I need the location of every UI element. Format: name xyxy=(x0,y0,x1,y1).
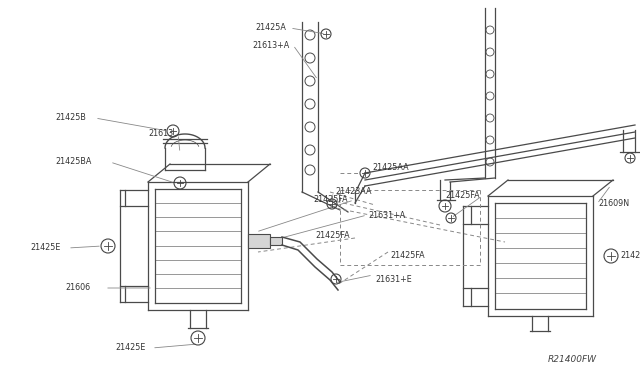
Text: 21425BA: 21425BA xyxy=(55,157,92,167)
Text: 21631+E: 21631+E xyxy=(375,276,412,285)
Text: 21425FA: 21425FA xyxy=(390,250,424,260)
Text: 21613: 21613 xyxy=(148,129,173,138)
Bar xyxy=(270,237,282,245)
Text: 21631+A: 21631+A xyxy=(368,211,405,219)
Text: 21425A: 21425A xyxy=(255,23,286,32)
Text: 21425FA: 21425FA xyxy=(445,192,479,201)
Bar xyxy=(248,234,270,248)
Text: 21425AA: 21425AA xyxy=(372,164,408,173)
Text: 21425FA: 21425FA xyxy=(315,231,349,240)
Text: 21425E: 21425E xyxy=(115,343,145,353)
Text: 21609N: 21609N xyxy=(598,199,629,208)
Text: R21400FW: R21400FW xyxy=(548,356,597,365)
Text: 21425B: 21425B xyxy=(55,113,86,122)
Text: 21606: 21606 xyxy=(65,283,90,292)
Text: 21613+A: 21613+A xyxy=(252,41,289,49)
Text: 21425FA: 21425FA xyxy=(313,196,348,205)
Text: 21423AA: 21423AA xyxy=(335,187,371,196)
Text: 21425E: 21425E xyxy=(30,244,60,253)
Text: 21425E: 21425E xyxy=(620,251,640,260)
